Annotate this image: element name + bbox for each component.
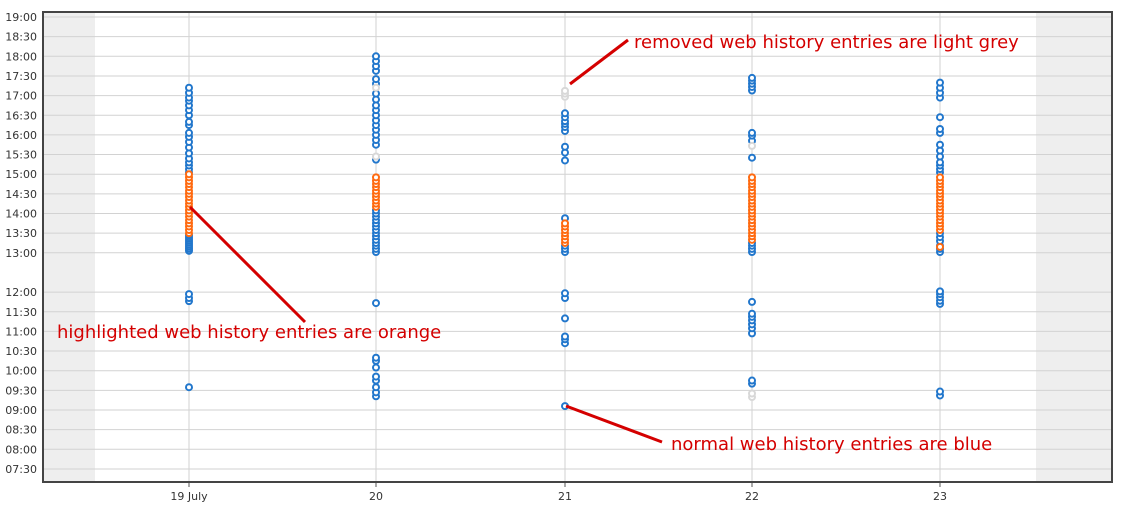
y-tick-label: 14:30 (5, 188, 37, 201)
highlighted-point (372, 173, 380, 182)
x-tick-label: 20 (369, 490, 383, 503)
y-tick-label: 09:00 (5, 404, 37, 417)
normal-point (185, 128, 193, 137)
normal-point (372, 52, 380, 61)
removed-point (372, 152, 380, 161)
normal-point (372, 353, 380, 362)
highlighted-point (936, 173, 944, 182)
off-range-bands (43, 12, 1112, 482)
normal-point (561, 314, 569, 323)
removed-point (748, 389, 756, 398)
annotation-highlighted: highlighted web history entries are oran… (57, 322, 441, 343)
y-tick-label: 14:00 (5, 208, 37, 221)
annotations: removed web history entries are light gr… (57, 32, 1019, 455)
highlighted-point (561, 219, 569, 228)
normal-point (185, 383, 193, 392)
x-tick-label: 23 (933, 490, 947, 503)
y-tick-label: 12:00 (5, 286, 37, 299)
removed-point (372, 83, 380, 92)
y-tick-label: 17:00 (5, 90, 37, 103)
y-tick-label: 08:30 (5, 424, 37, 437)
normal-point (936, 287, 944, 296)
annotation-removed: removed web history entries are light gr… (634, 32, 1019, 53)
annotation-line-highlighted (188, 205, 307, 324)
y-tick-labels: 19:00 18:30 18:00 17:30 17:00 16:30 16:00 15:30… (5, 11, 37, 476)
y-tick-label: 13:30 (5, 227, 37, 240)
normal-point (936, 125, 944, 134)
annotation-line-normal (565, 404, 663, 444)
y-tick-label: 15:30 (5, 149, 37, 162)
normal-point (936, 113, 944, 122)
y-tick-label: 11:30 (5, 306, 37, 319)
y-tick-label: 13:00 (5, 247, 37, 260)
normal-point (561, 156, 569, 165)
normal-point (372, 299, 380, 308)
normal-point (561, 142, 569, 151)
normal-point (748, 128, 756, 137)
normal-point (936, 78, 944, 87)
highlighted-point (185, 170, 193, 179)
x-tick-labels: 19 July 20 21 22 23 (170, 482, 947, 503)
removed-point (561, 86, 569, 95)
y-tick-label: 16:00 (5, 129, 37, 142)
gridlines (43, 12, 1112, 482)
y-tick-label: 17:30 (5, 70, 37, 83)
highlighted-point (748, 173, 756, 182)
normal-point (748, 153, 756, 162)
y-tick-label: 10:00 (5, 365, 37, 378)
y-tick-label: 19:00 (5, 11, 37, 24)
y-tick-label: 11:00 (5, 325, 37, 338)
x-tick-label: 21 (558, 490, 572, 503)
normal-point (561, 109, 569, 118)
normal-point (936, 140, 944, 149)
normal-point (372, 75, 380, 84)
y-tick-label: 10:30 (5, 345, 37, 358)
band-right (1036, 12, 1112, 482)
highlighted-point (936, 242, 944, 251)
normal-point (561, 332, 569, 341)
band-left (43, 12, 95, 482)
y-tick-label: 16:30 (5, 109, 37, 122)
normal-point (372, 383, 380, 392)
annotation-line-removed (569, 38, 629, 86)
data-points (185, 52, 944, 411)
normal-point (185, 117, 193, 126)
normal-point (561, 289, 569, 298)
normal-point (748, 73, 756, 82)
normal-point (936, 387, 944, 396)
y-tick-label: 07:30 (5, 463, 37, 476)
normal-point (748, 376, 756, 385)
normal-point (185, 290, 193, 299)
x-tick-label: 19 July (170, 490, 208, 503)
y-tick-label: 18:30 (5, 31, 37, 44)
normal-point (185, 83, 193, 92)
normal-point (372, 363, 380, 372)
removed-point (748, 141, 756, 150)
y-tick-label: 09:30 (5, 384, 37, 397)
y-tick-label: 18:00 (5, 50, 37, 63)
annotation-normal: normal web history entries are blue (671, 434, 992, 455)
y-tick-label: 15:00 (5, 168, 37, 181)
normal-point (748, 309, 756, 318)
plot-frame (42, 11, 1113, 483)
x-tick-label: 22 (745, 490, 759, 503)
normal-point (372, 372, 380, 381)
normal-point (748, 297, 756, 306)
y-tick-label: 08:00 (5, 443, 37, 456)
